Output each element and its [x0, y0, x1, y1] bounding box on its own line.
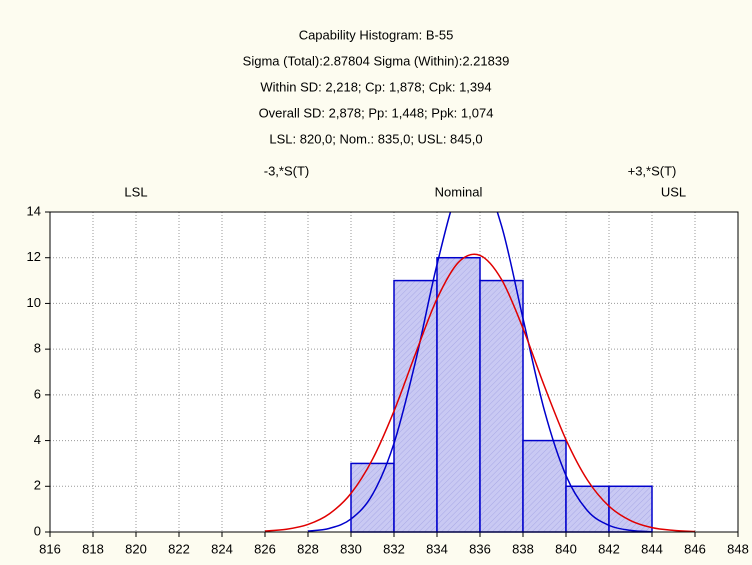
spec-marker-label: Nominal: [435, 184, 483, 199]
x-tick-label: 826: [254, 541, 276, 556]
y-tick-label: 2: [34, 478, 41, 493]
x-tick-label: 836: [469, 541, 491, 556]
spec-marker-label: USL: [661, 184, 686, 199]
bar: [608, 485, 653, 533]
y-tick-label: 14: [27, 203, 41, 218]
y-tick-label: 10: [27, 295, 41, 310]
y-tick-label: 6: [34, 386, 41, 401]
x-tick-label: 838: [512, 541, 534, 556]
x-tick-label: 848: [727, 541, 749, 556]
bar: [436, 256, 481, 533]
fit-curve: [264, 253, 696, 532]
x-tick-label: 822: [168, 541, 190, 556]
bar: [393, 279, 438, 533]
curves: [264, 212, 696, 532]
subtitle-line: LSL: 820,0; Nom.: 835,0; USL: 845,0: [269, 131, 482, 146]
x-tick-label: 844: [641, 541, 663, 556]
spec-marker-label: LSL: [124, 184, 147, 199]
x-tick-label: 834: [426, 541, 448, 556]
y-tick-label: 12: [27, 249, 41, 264]
y-tick-label: 4: [34, 432, 41, 447]
x-tick-label: 824: [211, 541, 233, 556]
x-tick-label: 830: [340, 541, 362, 556]
subtitle-line: Overall SD: 2,878; Pp: 1,448; Ppk: 1,074: [259, 105, 494, 120]
sigma-marker-label: -3,*S(T): [264, 163, 310, 178]
sigma-marker-label: +3,*S(T): [628, 163, 677, 178]
subtitle-line: Sigma (Total):2.87804 Sigma (Within):2.2…: [243, 53, 510, 68]
x-tick-label: 828: [297, 541, 319, 556]
x-tick-label: 840: [555, 541, 577, 556]
plot-frame: [49, 211, 739, 533]
bar: [350, 462, 395, 533]
fit-curve: [307, 212, 653, 532]
y-tick-label: 0: [34, 523, 41, 538]
x-tick-label: 832: [383, 541, 405, 556]
x-tick-label: 818: [82, 541, 104, 556]
x-tick-label: 820: [125, 541, 147, 556]
subtitle-line: Within SD: 2,218; Cp: 1,878; Cpk: 1,394: [260, 79, 491, 94]
bar: [522, 439, 567, 533]
chart-title: Capability Histogram: B-55: [299, 27, 454, 42]
bar: [565, 485, 610, 533]
x-tick-label: 816: [39, 541, 61, 556]
x-tick-label: 846: [684, 541, 706, 556]
x-tick-label: 842: [598, 541, 620, 556]
bar: [479, 279, 524, 533]
y-tick-label: 8: [34, 341, 41, 356]
